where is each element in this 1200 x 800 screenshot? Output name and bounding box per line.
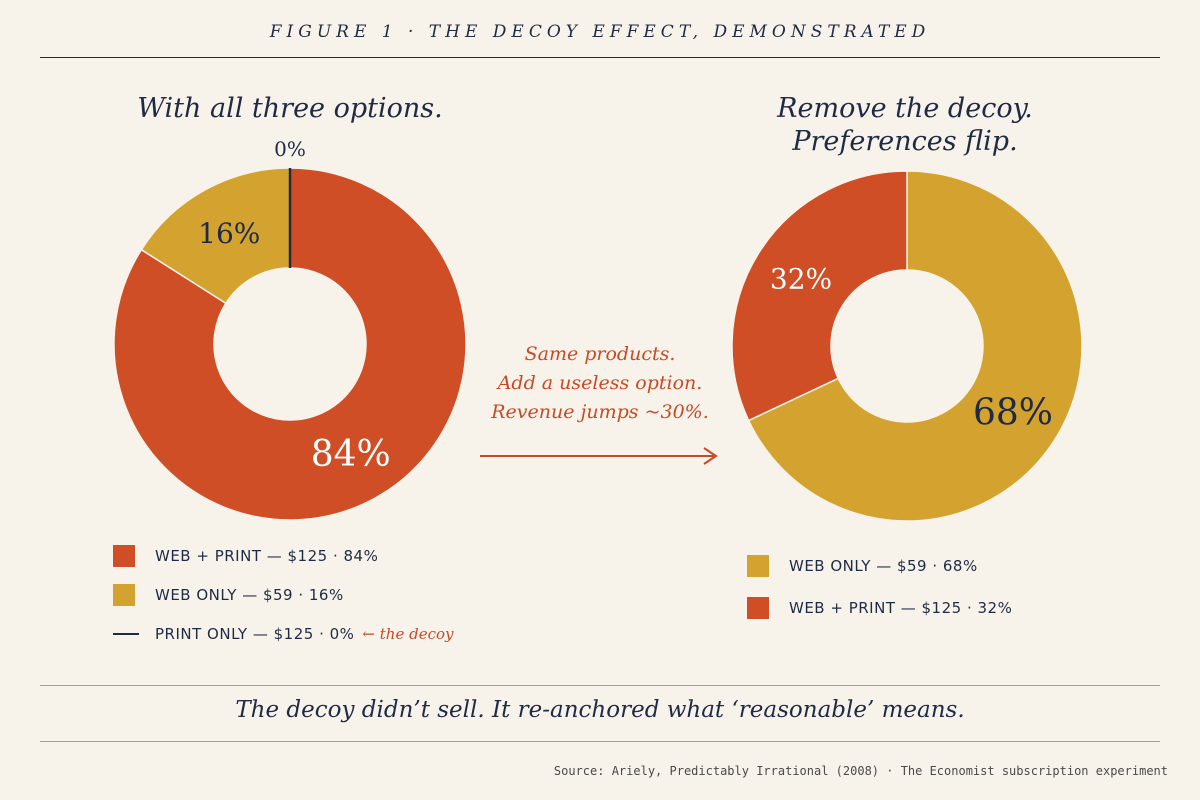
legend-item-print-only: PRINT ONLY — $125 · 0% ← the decoy [113,623,453,645]
legend-item-web-only: WEB ONLY — $59 · 68% [747,555,1012,577]
right-chart-title-line: Preferences flip. [792,126,1018,157]
annotation: Same products. Add a useless option. Rev… [455,340,745,427]
left-chart-title: With all three options. [137,93,443,124]
legend-label: WEB + PRINT — $125 · 84% [155,547,379,565]
legend-swatch-web-only [747,555,769,577]
right-chart-title-line: Remove the decoy. [777,93,1033,124]
slice-label-web-only: 68% [973,393,1053,434]
slice-label-print-only: 0% [274,137,306,161]
legend-label: WEB ONLY — $59 · 16% [155,586,344,604]
legend-swatch-web-print [113,545,135,567]
legend-label: WEB + PRINT — $125 · 32% [789,599,1013,617]
left-legend: WEB + PRINT — $125 · 84% WEB ONLY — $59 … [113,545,453,662]
slice-web-print [731,170,908,422]
slice-web-only [140,167,291,305]
title-divider [40,57,1160,58]
slice-web-print [113,167,467,521]
legend-item-web-print: WEB + PRINT — $125 · 32% [747,597,1012,619]
slice-label-web-print: 84% [311,434,391,475]
takeaway-bottom-divider [40,741,1160,742]
arrow-icon [480,447,718,465]
right-legend: WEB ONLY — $59 · 68% WEB + PRINT — $125 … [747,555,1012,639]
annotation-line: Same products. [524,343,676,365]
slice-label-web-print: 32% [770,262,832,295]
source-citation: Source: Ariely, Predictably Irrational (… [553,764,1168,778]
takeaway-top-divider [40,685,1160,686]
annotation-line: Add a useless option. [497,372,703,394]
legend-swatch-web-only [113,584,135,606]
legend-swatch-web-print [747,597,769,619]
slice-label-web-only: 16% [198,217,260,250]
legend-item-web-print: WEB + PRINT — $125 · 84% [113,545,453,567]
annotation-line: Revenue jumps ~30%. [491,401,709,423]
figure-title: FIGURE 1 · THE DECOY EFFECT, DEMONSTRATE… [269,22,931,42]
legend-label: WEB ONLY — $59 · 68% [789,557,978,575]
decoy-note: ← the decoy [362,625,454,643]
legend-label: PRINT ONLY — $125 · 0% [155,625,355,643]
legend-item-web-only: WEB ONLY — $59 · 16% [113,584,453,606]
slice-web-only [747,170,1083,522]
right-chart-title: Remove the decoy. Preferences flip. [705,92,1105,158]
takeaway-text: The decoy didn’t sell. It re-anchored wh… [235,697,965,723]
arrow-head [703,447,718,465]
legend-swatch-print-only [113,633,139,635]
